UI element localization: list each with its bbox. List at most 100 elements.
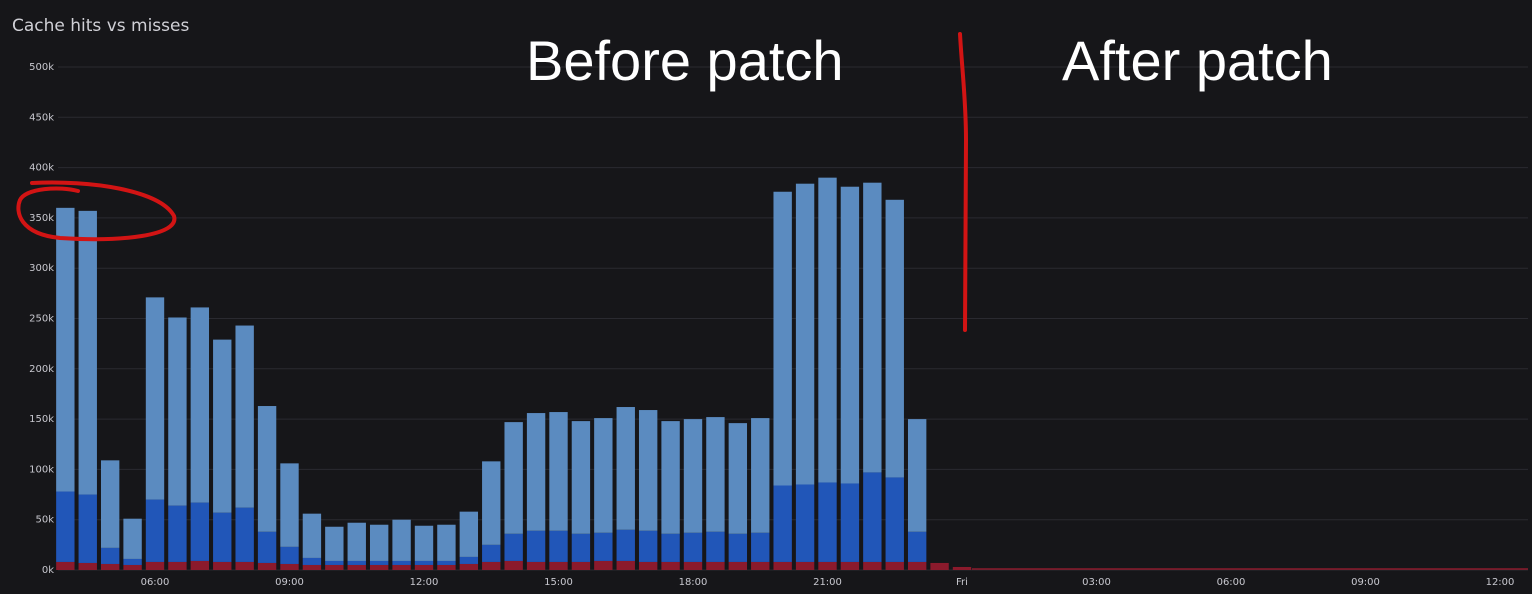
bar-segment-0 — [123, 564, 142, 570]
bar-segment-0 — [482, 561, 501, 570]
bar-segment-1 — [638, 530, 658, 562]
bar-segment-0 — [907, 561, 927, 570]
bar-segment-1 — [526, 530, 546, 562]
bar-segment-0 — [459, 563, 479, 570]
bar-segment-1 — [437, 560, 456, 565]
bar-segment-1 — [325, 560, 344, 565]
bar-segment-0 — [751, 561, 770, 570]
highlight-circle — [16, 180, 177, 242]
bar-segment-0 — [190, 560, 210, 570]
bar-segment-2 — [56, 207, 75, 492]
bar-segment-1 — [706, 531, 725, 562]
y-tick-label: 150k — [29, 414, 54, 425]
x-tick-label: 18:00 — [679, 577, 708, 588]
y-tick-label: 350k — [29, 213, 54, 224]
bar-segment-2 — [907, 419, 927, 532]
bar-segment-1 — [190, 502, 210, 561]
bar-segment-2 — [100, 460, 120, 548]
bar-segment-0 — [100, 563, 120, 570]
x-tick-label: 15:00 — [544, 577, 573, 588]
bar-segment-1 — [280, 546, 299, 564]
bar-segment-1 — [459, 556, 479, 564]
bar-segment-2 — [795, 183, 815, 485]
bar-segment-2 — [459, 511, 479, 557]
bar-segment-2 — [414, 525, 434, 561]
bar-segment-0 — [347, 564, 366, 570]
bar-segment-1 — [840, 483, 860, 562]
bar-segment-2 — [571, 421, 591, 534]
bar-segment-2 — [526, 413, 546, 531]
y-tick-label: 200k — [29, 364, 54, 375]
bar-segment-2 — [482, 461, 501, 545]
bar-segment-2 — [706, 417, 725, 532]
bar-segment-2 — [594, 418, 613, 533]
bar-segment-0 — [280, 563, 299, 570]
bar-segment-2 — [369, 524, 389, 561]
panel-title: Cache hits vs misses — [12, 16, 190, 36]
bar-segment-0 — [683, 561, 703, 570]
bar-segment-0 — [392, 564, 411, 570]
y-tick-label: 100k — [29, 464, 54, 475]
bar-segment-2 — [347, 522, 366, 561]
bar-segment-2 — [885, 199, 904, 478]
bar-segment-0 — [661, 561, 680, 570]
y-tick-label: 250k — [29, 314, 54, 325]
bar-segment-2 — [751, 418, 770, 533]
x-tick-label: 06:00 — [141, 577, 170, 588]
bar-segment-2 — [840, 186, 860, 484]
bar-segment-0 — [952, 566, 972, 570]
bar-segment-0 — [414, 564, 434, 570]
bar-segment-2 — [190, 307, 210, 503]
x-tick-label: 06:00 — [1217, 577, 1246, 588]
y-axis-ticks: 0k 50k 100k 150k 200k 250k 300k 350k 400k 450k 500… — [29, 62, 54, 576]
bar-segment-0 — [369, 564, 389, 570]
bar-segment-1 — [145, 499, 165, 562]
bar-segment-0 — [526, 561, 546, 570]
bar-segment-1 — [347, 560, 366, 565]
bar-segment-1 — [168, 505, 187, 562]
before-patch-label: Before patch — [526, 29, 844, 92]
x-tick-label: 12:00 — [410, 577, 439, 588]
bar-segment-2 — [235, 325, 254, 508]
bar-segment-1 — [100, 547, 120, 564]
bar-segment-0 — [616, 560, 635, 570]
bar-segment-0 — [504, 560, 523, 570]
bar-segment-1 — [885, 477, 904, 562]
bar-segment-1 — [818, 482, 837, 562]
bar-segment-2 — [818, 177, 837, 483]
bar-segment-1 — [594, 532, 613, 561]
bar-segment-0 — [78, 562, 97, 570]
bar-segment-2 — [504, 422, 523, 534]
bar-segment-1 — [751, 532, 770, 562]
bar-segment-1 — [78, 494, 97, 563]
y-tick-label: 50k — [35, 515, 54, 526]
bar-segment-2 — [683, 419, 703, 533]
bar-segment-0 — [145, 561, 165, 570]
y-tick-label: 400k — [29, 163, 54, 174]
bar-segment-2 — [168, 317, 187, 506]
grid-lines — [58, 66, 1528, 571]
bar-segment-0 — [56, 561, 75, 570]
x-axis-ticks: 06:00 09:00 12:00 15:00 18:00 21:00 Fri 03:00 06… — [141, 577, 1515, 588]
bar-segment-1 — [414, 560, 434, 565]
bar-segment-1 — [235, 507, 254, 562]
bar-segment-0 — [549, 561, 568, 570]
bar-segment-0 — [863, 561, 882, 570]
bar-segment-1 — [369, 560, 389, 565]
bar-segment-0 — [594, 560, 613, 570]
bar-segment-1 — [907, 531, 927, 562]
bar-segment-0 — [437, 564, 456, 570]
bar-segment-2 — [392, 519, 411, 561]
bar-segment-1 — [863, 472, 882, 562]
bar-segment-2 — [863, 182, 882, 473]
bar-segment-0 — [168, 561, 187, 570]
patch-divider-line — [958, 32, 969, 332]
bar-segment-1 — [616, 529, 635, 561]
bar-segment-1 — [213, 512, 232, 562]
bar-segment-2 — [437, 524, 456, 561]
bar-segment-2 — [145, 297, 165, 500]
annotations: Before patch After patch — [16, 29, 1333, 332]
bar-segment-0 — [325, 564, 344, 570]
bar-segment-0 — [773, 561, 792, 570]
